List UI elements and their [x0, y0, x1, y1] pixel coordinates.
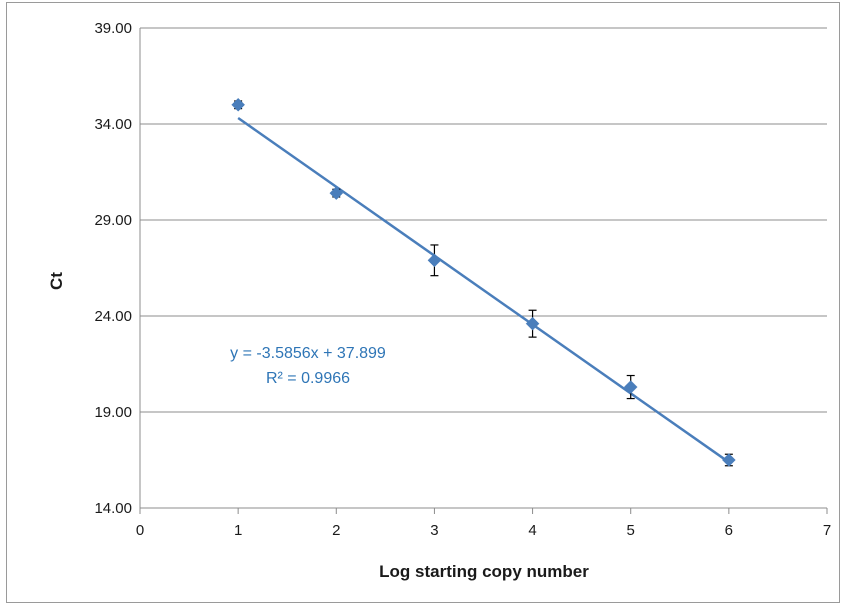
x-tick-label: 0: [136, 522, 144, 539]
x-axis-title: Log starting copy number: [379, 562, 589, 581]
data-point: [525, 316, 540, 331]
y-tick-label: 29.00: [94, 212, 132, 229]
x-tick-label: 3: [430, 522, 438, 539]
y-tick-label: 34.00: [94, 116, 132, 133]
tick-labels: 14.00 19.00 24.00 29.00 34.00 39.00 0 1 2 3 4 5 6 7: [94, 20, 831, 539]
trendline-line: [237, 116, 730, 464]
data-point: [231, 97, 245, 112]
y-tick-label: 24.00: [94, 308, 132, 325]
y-tick-label: 14.00: [94, 500, 132, 517]
data-point: [722, 453, 736, 467]
data-point: [329, 186, 344, 200]
y-axis-title: Ct: [47, 272, 66, 290]
axes: [139, 28, 828, 514]
x-tick-label: 5: [627, 522, 635, 539]
x-tick-label: 6: [725, 522, 733, 539]
gridlines: [140, 27, 827, 509]
y-tick-label: 39.00: [94, 20, 132, 37]
trendline-r-squared: R² = 0.9966: [266, 370, 350, 387]
x-tick-label: 1: [234, 522, 242, 539]
y-tick-label: 19.00: [94, 404, 132, 421]
data-point: [427, 253, 442, 268]
data-points: [231, 97, 736, 467]
chart-area: [6, 2, 840, 603]
x-tick-label: 7: [823, 522, 831, 539]
data-point: [623, 380, 638, 394]
x-tick-label: 2: [332, 522, 340, 539]
trendline-equation: y = -3.5856x + 37.899: [230, 345, 386, 362]
trendline: [237, 116, 730, 464]
x-tick-label: 4: [528, 522, 536, 539]
